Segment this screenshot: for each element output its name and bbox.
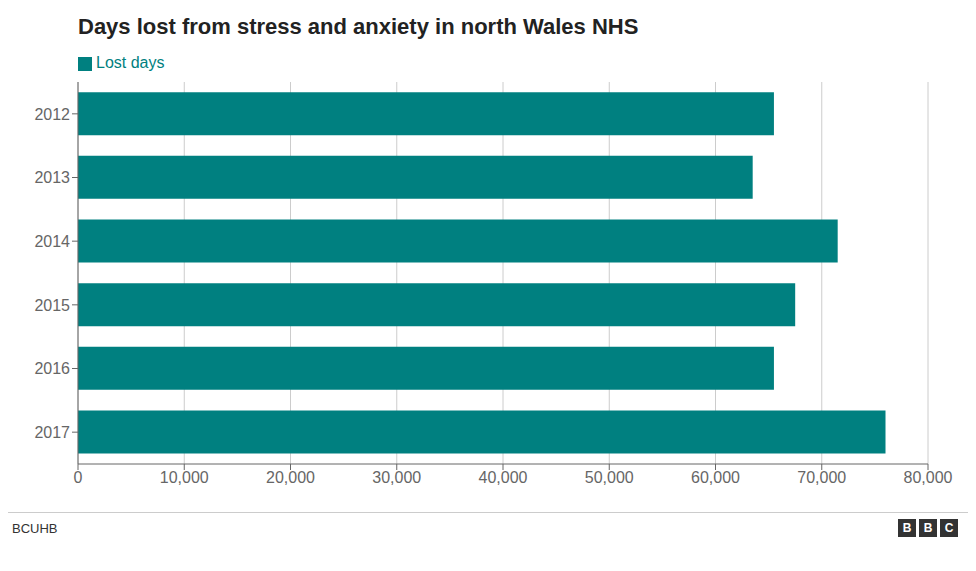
svg-text:2014: 2014 bbox=[34, 233, 70, 250]
svg-text:10,000: 10,000 bbox=[160, 469, 209, 486]
html-text:C: C bbox=[944, 521, 954, 535]
svg-text:30,000: 30,000 bbox=[372, 469, 421, 486]
svg-text:70,000: 70,000 bbox=[797, 469, 846, 486]
svg-text:80,000: 80,000 bbox=[904, 469, 953, 486]
svg-text:40,000: 40,000 bbox=[479, 469, 528, 486]
html-text:Days lost from stress and anxi: Days lost from stress and anxiety in nor… bbox=[78, 14, 639, 39]
html-text:B: B bbox=[902, 521, 912, 535]
svg-text:20,000: 20,000 bbox=[266, 469, 315, 486]
svg-text:2013: 2013 bbox=[34, 169, 70, 186]
html-text:Lost days: Lost days bbox=[96, 54, 165, 71]
html-text:BCUHB: BCUHB bbox=[12, 520, 58, 536]
svg-text:2016: 2016 bbox=[34, 360, 70, 377]
svg-text:50,000: 50,000 bbox=[585, 469, 634, 486]
html-text:B: B bbox=[923, 521, 933, 535]
svg-text:2015: 2015 bbox=[34, 297, 70, 314]
svg-text:0: 0 bbox=[74, 469, 83, 486]
svg-text:2012: 2012 bbox=[34, 106, 70, 123]
svg-text:2017: 2017 bbox=[34, 424, 70, 441]
svg-text:60,000: 60,000 bbox=[691, 469, 740, 486]
